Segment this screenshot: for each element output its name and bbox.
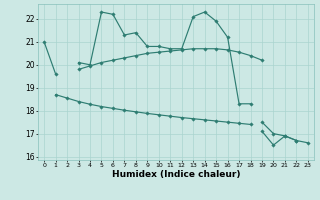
X-axis label: Humidex (Indice chaleur): Humidex (Indice chaleur) bbox=[112, 170, 240, 179]
